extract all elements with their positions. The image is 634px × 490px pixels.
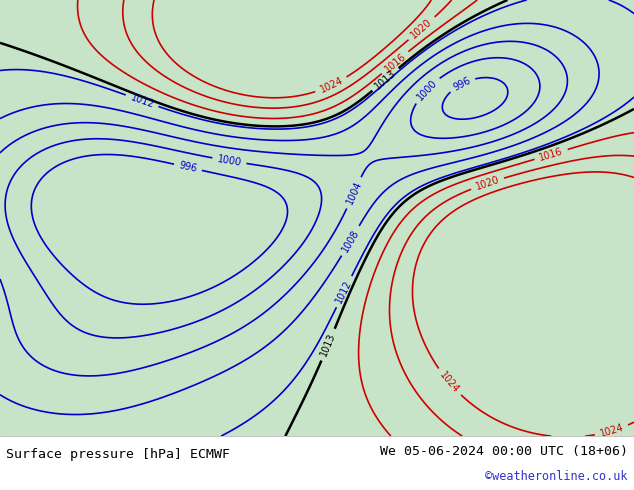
Text: Surface pressure [hPa] ECMWF: Surface pressure [hPa] ECMWF: [6, 448, 230, 462]
Text: 996: 996: [178, 160, 198, 174]
Text: 1013: 1013: [373, 68, 398, 91]
Text: 1004: 1004: [344, 180, 363, 206]
Text: 1016: 1016: [538, 146, 564, 163]
Text: 1008: 1008: [340, 228, 361, 254]
Text: 1020: 1020: [409, 17, 434, 40]
Text: 996: 996: [451, 75, 472, 93]
Text: 1000: 1000: [216, 154, 242, 168]
Text: 1012: 1012: [129, 92, 155, 110]
Text: 1020: 1020: [474, 174, 501, 192]
Text: 1000: 1000: [415, 77, 439, 102]
Text: We 05-06-2024 00:00 UTC (18+06): We 05-06-2024 00:00 UTC (18+06): [380, 445, 628, 458]
Text: 1024: 1024: [598, 422, 625, 439]
Text: 1024: 1024: [318, 75, 345, 95]
Text: 1012: 1012: [334, 278, 354, 305]
Text: 1013: 1013: [319, 331, 337, 358]
Text: 1024: 1024: [437, 369, 461, 395]
Text: 1016: 1016: [382, 51, 408, 74]
Text: ©weatheronline.co.uk: ©weatheronline.co.uk: [485, 470, 628, 483]
